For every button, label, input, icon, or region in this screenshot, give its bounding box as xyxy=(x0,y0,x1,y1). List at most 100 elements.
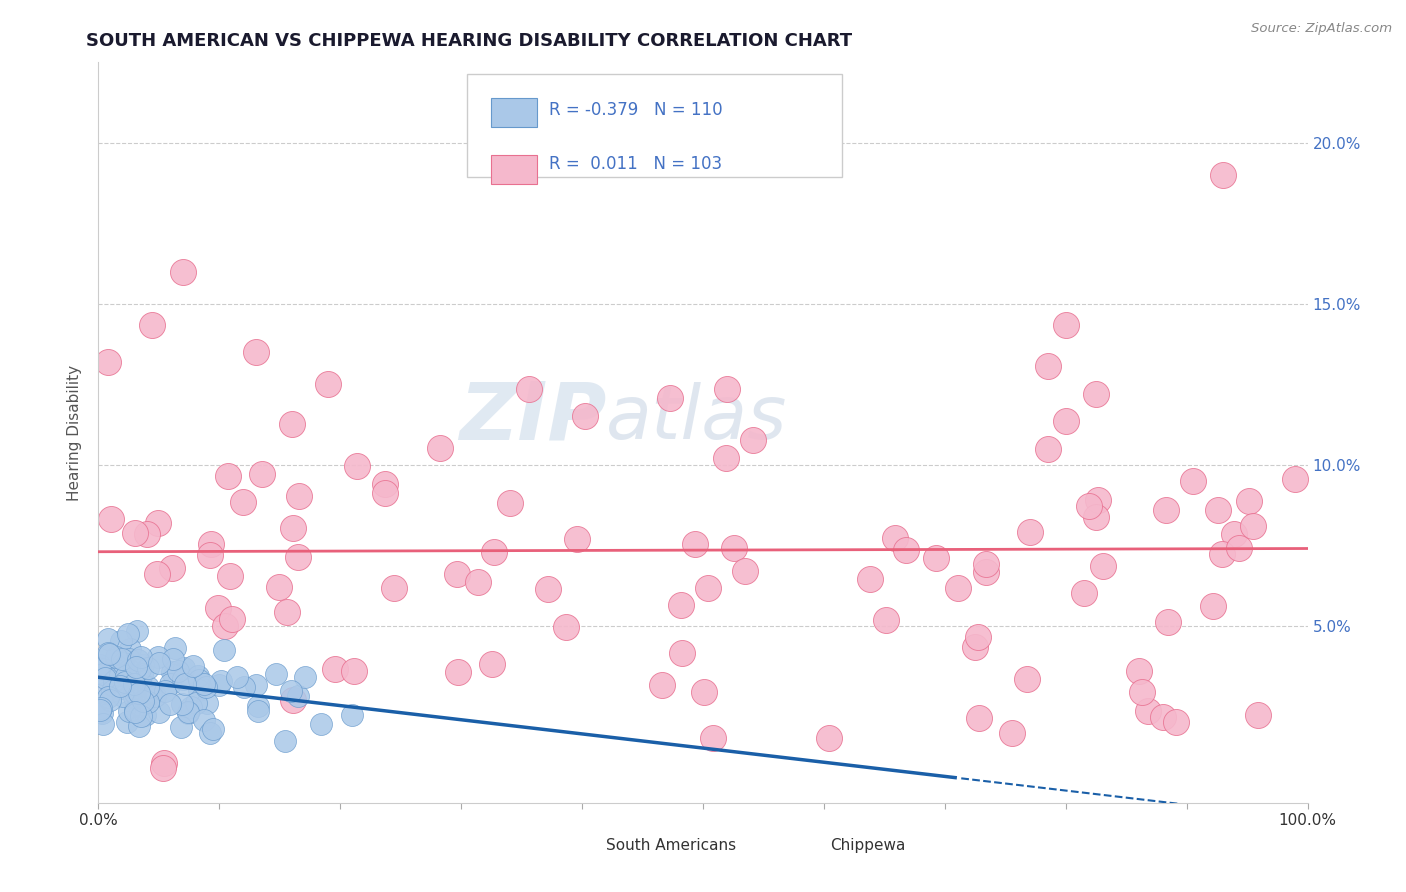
Point xyxy=(122,677,145,691)
Point xyxy=(481,657,503,672)
Point xyxy=(212,643,235,657)
Point xyxy=(232,681,254,695)
Point xyxy=(172,672,194,686)
Point xyxy=(207,600,229,615)
Point xyxy=(1212,168,1234,182)
Point xyxy=(108,668,131,682)
Point xyxy=(153,756,176,770)
Point xyxy=(1036,442,1059,457)
Text: South Americans: South Americans xyxy=(606,838,737,854)
Point xyxy=(124,525,146,540)
Point xyxy=(247,699,270,714)
Point xyxy=(716,382,738,396)
FancyBboxPatch shape xyxy=(782,836,820,855)
Point xyxy=(1084,509,1107,524)
Point xyxy=(114,675,136,690)
Point xyxy=(115,669,138,683)
Point xyxy=(219,569,242,583)
Point xyxy=(160,665,183,679)
FancyBboxPatch shape xyxy=(467,73,842,178)
Point xyxy=(141,318,163,332)
Point xyxy=(287,690,309,704)
Point xyxy=(132,657,155,672)
Point xyxy=(217,469,239,483)
Point xyxy=(723,541,745,556)
Point xyxy=(98,647,121,661)
Point xyxy=(118,652,141,666)
Point xyxy=(118,704,141,718)
Point xyxy=(343,664,366,678)
Point xyxy=(311,717,333,731)
Point xyxy=(374,477,396,491)
Point xyxy=(117,627,139,641)
Point xyxy=(281,417,304,431)
Point xyxy=(693,685,716,699)
Text: Chippewa: Chippewa xyxy=(830,838,905,854)
Point xyxy=(160,560,183,574)
Point xyxy=(91,717,114,731)
Point xyxy=(342,707,364,722)
Point xyxy=(1223,526,1246,541)
Point xyxy=(245,677,267,691)
FancyBboxPatch shape xyxy=(492,155,537,184)
Point xyxy=(925,551,948,566)
Point xyxy=(1017,672,1039,686)
Point xyxy=(1154,503,1177,517)
Point xyxy=(163,640,186,655)
Point xyxy=(280,683,302,698)
Point xyxy=(537,582,560,596)
Point xyxy=(1001,726,1024,740)
Point xyxy=(148,705,170,719)
Point xyxy=(173,661,195,675)
Point xyxy=(221,612,243,626)
Point xyxy=(346,458,368,473)
Point xyxy=(129,672,152,686)
Point xyxy=(125,624,148,638)
Point xyxy=(208,678,231,692)
Point xyxy=(1073,585,1095,599)
Point xyxy=(128,662,150,676)
Point xyxy=(195,696,218,710)
Point xyxy=(1239,493,1261,508)
Point xyxy=(97,632,120,646)
Point xyxy=(174,677,197,691)
Text: Source: ZipAtlas.com: Source: ZipAtlas.com xyxy=(1251,22,1392,36)
Point xyxy=(818,731,841,745)
Point xyxy=(974,557,997,571)
Point xyxy=(110,634,132,648)
Point xyxy=(172,697,194,711)
Point xyxy=(250,467,273,482)
Y-axis label: Hearing Disability: Hearing Disability xyxy=(67,365,83,500)
Point xyxy=(226,670,249,684)
Point xyxy=(136,526,159,541)
Point xyxy=(1211,547,1233,561)
Point xyxy=(382,581,405,595)
Point xyxy=(159,676,181,690)
Point xyxy=(122,690,145,705)
Point xyxy=(136,685,159,699)
Point xyxy=(200,537,222,551)
Point xyxy=(124,705,146,719)
Point xyxy=(1247,707,1270,722)
Point xyxy=(245,345,267,359)
Point xyxy=(103,679,125,693)
Point xyxy=(875,613,897,627)
Point xyxy=(1181,474,1204,488)
FancyBboxPatch shape xyxy=(558,836,596,855)
Point xyxy=(124,702,146,716)
Point xyxy=(155,684,177,698)
FancyBboxPatch shape xyxy=(492,98,537,127)
Point xyxy=(276,605,298,619)
Point xyxy=(131,667,153,681)
Point xyxy=(100,683,122,698)
Point xyxy=(127,668,149,682)
Point xyxy=(184,696,207,710)
Point xyxy=(146,566,169,581)
Point xyxy=(716,451,738,466)
Point xyxy=(104,672,127,686)
Point xyxy=(89,705,111,719)
Point xyxy=(283,693,305,707)
Point xyxy=(1132,685,1154,699)
Point xyxy=(91,706,114,720)
Point xyxy=(574,409,596,424)
